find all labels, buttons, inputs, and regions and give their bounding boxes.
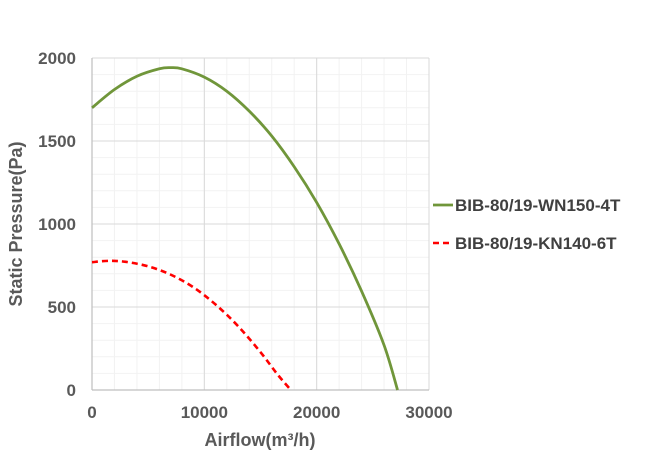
- legend-label-series-1: BIB-80/19-WN150-4T: [455, 196, 621, 215]
- tick-labels: 0 10000 20000 30000 0 500 1000 1500 2000: [38, 49, 452, 422]
- y-tick-label: 1000: [38, 215, 76, 234]
- series-lines: [91, 66, 399, 391]
- series-line-2: [91, 259, 292, 391]
- x-tick-label: 20000: [293, 403, 340, 422]
- y-tick-label: 500: [48, 298, 76, 317]
- y-tick-label: 1500: [38, 132, 76, 151]
- legend: BIB-80/19-WN150-4T BIB-80/19-KN140-6T: [433, 196, 621, 253]
- axes: [91, 58, 429, 391]
- y-axis-title: Static Pressure(Pa): [6, 141, 26, 306]
- gridlines: [91, 57, 430, 391]
- x-tick-label: 0: [87, 403, 96, 422]
- legend-label-series-2: BIB-80/19-KN140-6T: [455, 234, 617, 253]
- x-axis-title: Airflow(m³/h): [205, 430, 316, 450]
- x-tick-label: 30000: [405, 403, 452, 422]
- x-tick-label: 10000: [181, 403, 228, 422]
- y-tick-label: 0: [67, 381, 76, 400]
- y-tick-label: 2000: [38, 49, 76, 68]
- series-line-1: [91, 66, 399, 391]
